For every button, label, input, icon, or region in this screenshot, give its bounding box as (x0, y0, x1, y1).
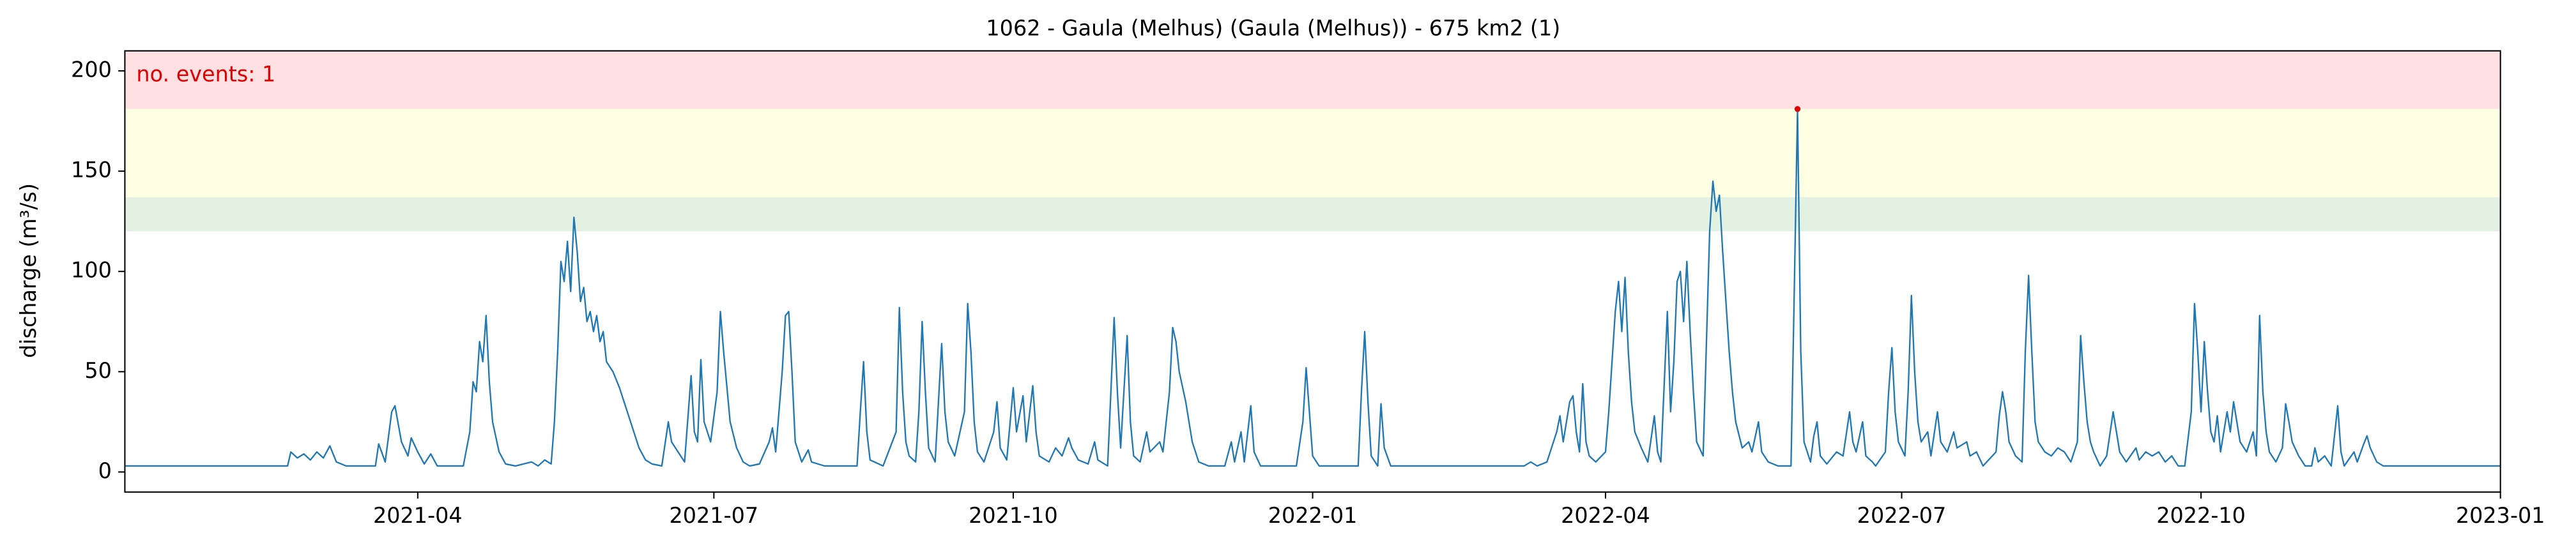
y-tick-label: 150 (71, 158, 112, 183)
plot-frame (124, 50, 2501, 493)
threshold-band (125, 109, 2501, 197)
x-tick-label: 2021-04 (373, 503, 463, 528)
y-axis-label: discharge (m³/s) (16, 183, 41, 358)
threshold-band (125, 50, 2501, 109)
discharge-line (125, 108, 2501, 467)
y-tick-label: 100 (71, 258, 112, 283)
y-tick-label: 50 (84, 358, 112, 383)
x-tick-label: 2022-10 (2156, 503, 2246, 528)
threshold-band (125, 197, 2501, 232)
x-tick-label: 2022-07 (1857, 503, 1947, 528)
x-tick-label: 2023-01 (2456, 503, 2545, 528)
event-point (1794, 106, 1801, 112)
x-tick-label: 2022-01 (1268, 503, 1358, 528)
x-tick-label: 2021-07 (670, 503, 759, 528)
chart-title: 1062 - Gaula (Melhus) (Gaula (Melhus)) -… (986, 16, 1560, 41)
x-tick-label: 2022-04 (1561, 503, 1650, 528)
event-count: no. events: 1 (136, 62, 275, 87)
y-tick-label: 0 (98, 458, 112, 483)
x-tick-label: 2021-10 (969, 503, 1058, 528)
y-tick-label: 200 (71, 57, 112, 82)
